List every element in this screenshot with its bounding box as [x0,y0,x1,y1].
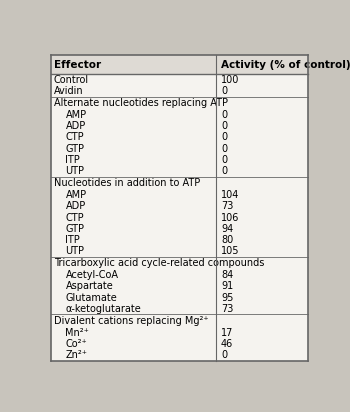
Text: 0: 0 [221,166,227,176]
Text: 104: 104 [221,190,239,200]
Text: GTP: GTP [65,144,84,154]
Text: Tricarboxylic acid cycle-related compounds: Tricarboxylic acid cycle-related compoun… [54,258,264,268]
Text: Alternate nucleotides replacing ATP: Alternate nucleotides replacing ATP [54,98,228,108]
Text: 0: 0 [221,110,227,120]
Text: CTP: CTP [65,133,84,143]
Text: Effector: Effector [54,60,101,70]
Text: Avidin: Avidin [54,86,83,96]
Text: ITP: ITP [65,155,80,165]
Text: 91: 91 [221,281,233,291]
Text: 0: 0 [221,155,227,165]
Text: 73: 73 [221,201,233,211]
Text: UTP: UTP [65,246,84,256]
Text: Glutamate: Glutamate [65,293,117,303]
Text: 0: 0 [221,144,227,154]
Text: α-ketoglutarate: α-ketoglutarate [65,304,141,314]
Text: 73: 73 [221,304,233,314]
Text: 17: 17 [221,328,233,338]
Text: Zn²⁺: Zn²⁺ [65,350,88,360]
Text: AMP: AMP [65,190,86,200]
Text: ADP: ADP [65,201,86,211]
Text: 106: 106 [221,213,239,222]
Text: 0: 0 [221,350,227,360]
Text: 105: 105 [221,246,239,256]
Text: 0: 0 [221,121,227,131]
Text: 0: 0 [221,86,227,96]
Text: Nucleotides in addition to ATP: Nucleotides in addition to ATP [54,178,200,188]
Text: 80: 80 [221,235,233,245]
Text: Mn²⁺: Mn²⁺ [65,328,89,338]
Text: CTP: CTP [65,213,84,222]
Text: 100: 100 [221,75,239,85]
Text: Co²⁺: Co²⁺ [65,339,87,349]
Text: 46: 46 [221,339,233,349]
Bar [50,55,308,74]
Text: Acetyl-CoA: Acetyl-CoA [65,270,118,280]
Text: ADP: ADP [65,121,86,131]
Text: 0: 0 [221,133,227,143]
Text: 94: 94 [221,224,233,234]
Text: 95: 95 [221,293,233,303]
Text: Aspartate: Aspartate [65,281,113,291]
Text: UTP: UTP [65,166,84,176]
Text: ITP: ITP [65,235,80,245]
Text: Divalent cations replacing Mg²⁺: Divalent cations replacing Mg²⁺ [54,316,208,326]
Text: AMP: AMP [65,110,86,120]
Text: GTP: GTP [65,224,84,234]
Text: 84: 84 [221,270,233,280]
Text: Activity (% of control): Activity (% of control) [221,60,350,70]
Text: Control: Control [54,75,89,85]
